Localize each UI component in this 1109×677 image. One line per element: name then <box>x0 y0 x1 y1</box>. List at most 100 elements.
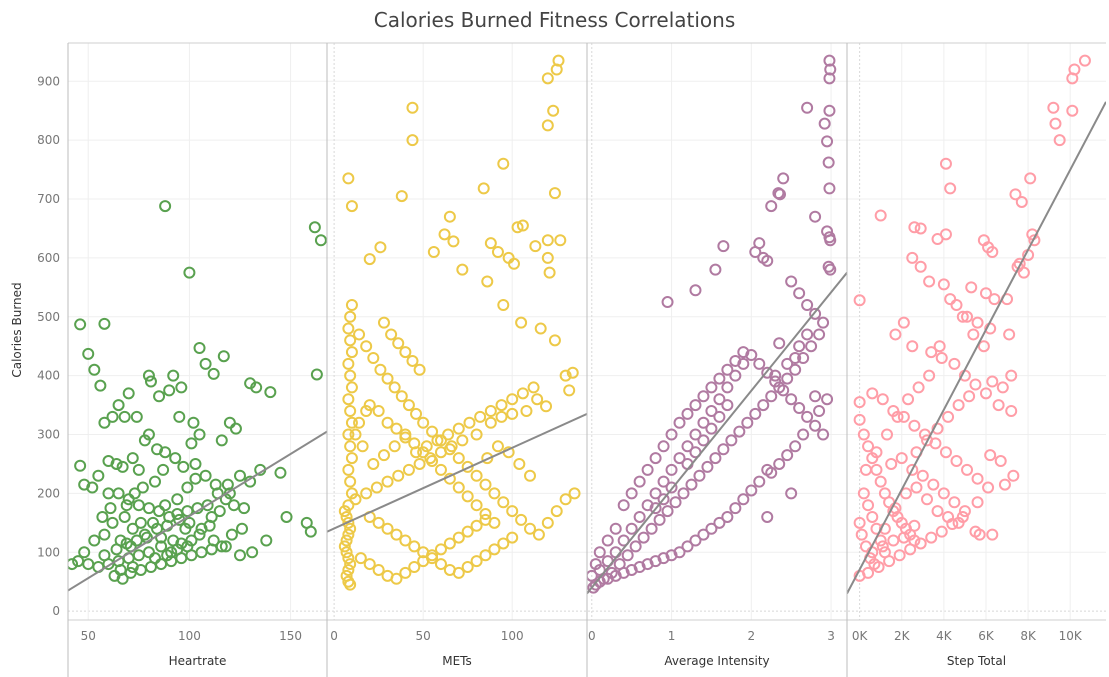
data-point-average-intensity <box>593 546 606 559</box>
panel-mets <box>327 54 587 591</box>
data-point-mets <box>344 310 357 323</box>
y-tick-label: 300 <box>37 428 60 442</box>
data-point-mets <box>342 428 355 441</box>
data-point-average-intensity <box>781 372 794 385</box>
data-point-mets <box>434 434 447 447</box>
data-point-mets <box>456 263 469 276</box>
data-point-step-total <box>906 463 919 476</box>
data-point-mets <box>554 234 567 247</box>
data-point-mets <box>356 440 369 453</box>
data-point-mets <box>345 416 358 429</box>
data-point-average-intensity <box>737 493 750 506</box>
data-point-heartrate <box>98 317 111 330</box>
data-point-heartrate <box>88 534 101 547</box>
data-point-mets <box>342 322 355 335</box>
data-point-mets <box>563 384 576 397</box>
data-point-mets <box>374 363 387 376</box>
data-point-average-intensity <box>765 200 778 213</box>
data-point-mets <box>543 266 556 279</box>
data-point-heartrate <box>310 368 323 381</box>
data-point-heartrate <box>213 505 226 518</box>
data-point-mets <box>408 561 421 574</box>
data-point-mets <box>524 469 537 482</box>
data-point-heartrate <box>229 422 242 435</box>
panels-layer <box>68 54 1106 595</box>
data-point-step-total <box>998 478 1011 491</box>
data-point-mets <box>349 428 362 441</box>
data-point-mets <box>395 390 408 403</box>
data-point-average-intensity <box>753 475 766 488</box>
data-point-mets <box>531 393 544 406</box>
data-point-step-total <box>906 340 919 353</box>
trend-line-heartrate <box>68 430 327 592</box>
data-point-step-total <box>1003 328 1016 341</box>
data-point-mets <box>372 516 385 529</box>
data-point-mets <box>559 493 572 506</box>
data-point-mets <box>568 487 581 500</box>
data-point-mets <box>402 399 415 412</box>
data-point-mets <box>548 334 561 347</box>
data-point-average-intensity <box>789 440 802 453</box>
data-point-heartrate <box>144 375 157 388</box>
data-point-mets <box>417 555 430 568</box>
data-point-heartrate <box>138 434 151 447</box>
data-point-heartrate <box>130 410 143 423</box>
data-point-mets <box>456 434 469 447</box>
data-point-average-intensity <box>823 104 836 117</box>
data-point-step-total <box>994 455 1007 468</box>
data-point-mets <box>342 393 355 406</box>
data-point-heartrate <box>169 452 182 465</box>
data-point-step-total <box>910 481 923 494</box>
data-point-average-intensity <box>824 63 837 76</box>
data-point-heartrate <box>149 552 162 565</box>
data-point-step-total <box>893 549 906 562</box>
data-point-step-total <box>897 410 910 423</box>
data-point-mets <box>506 407 519 420</box>
data-point-mets <box>477 182 490 195</box>
data-point-average-intensity <box>685 478 698 491</box>
x-tick-label: 100 <box>501 629 524 643</box>
data-point-mets <box>345 381 358 394</box>
data-point-heartrate <box>86 481 99 494</box>
data-point-mets <box>408 540 421 553</box>
data-point-heartrate <box>142 369 155 382</box>
data-point-step-total <box>862 440 875 453</box>
data-point-step-total <box>874 209 887 222</box>
data-point-mets <box>381 475 394 488</box>
data-point-step-total <box>868 558 881 571</box>
trend-line-mets <box>327 413 587 533</box>
data-point-step-total <box>1028 234 1041 247</box>
data-point-mets <box>406 134 419 147</box>
data-point-average-intensity <box>774 188 787 201</box>
data-point-mets <box>392 337 405 350</box>
data-point-average-intensity <box>773 337 786 350</box>
data-point-step-total <box>931 505 944 518</box>
data-point-step-total <box>952 399 965 412</box>
data-point-step-total <box>996 381 1009 394</box>
data-point-average-intensity <box>801 328 814 341</box>
data-point-step-total <box>971 496 984 509</box>
data-point-heartrate <box>250 381 263 394</box>
data-point-average-intensity <box>587 581 600 594</box>
data-point-step-total <box>971 316 984 329</box>
data-point-step-total <box>1007 469 1020 482</box>
data-point-mets <box>338 540 351 553</box>
y-tick-label: 800 <box>37 133 60 147</box>
data-point-mets <box>363 253 376 266</box>
data-point-average-intensity <box>789 363 802 376</box>
data-point-heartrate <box>142 502 155 515</box>
data-point-heartrate <box>120 499 133 512</box>
data-point-step-total <box>853 396 866 409</box>
data-point-mets <box>452 566 465 579</box>
data-point-mets <box>550 505 563 518</box>
x-axis-title-step-total: Step Total <box>947 654 1006 668</box>
data-point-mets <box>497 157 510 170</box>
data-point-mets <box>497 299 510 312</box>
data-point-heartrate <box>227 499 240 512</box>
data-point-step-total <box>878 546 891 559</box>
data-point-heartrate <box>193 428 206 441</box>
data-point-mets <box>340 534 353 547</box>
data-point-step-total <box>866 387 879 400</box>
data-point-heartrate <box>314 234 327 247</box>
data-point-step-total <box>923 369 936 382</box>
